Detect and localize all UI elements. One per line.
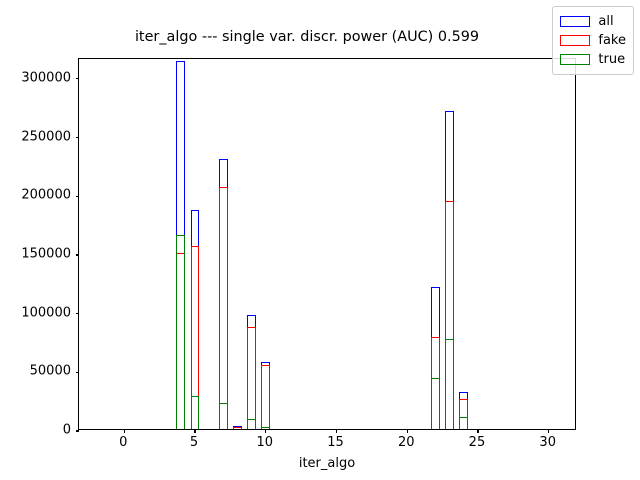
bar-fake-24: [459, 399, 469, 429]
chart-title-text: iter_algo --- single var. discr. power (…: [134, 29, 480, 45]
y-tick-mark: [75, 137, 79, 139]
y-tick-mark: [75, 78, 79, 80]
bar-true-4: [176, 235, 186, 429]
legend-label-true: true: [598, 52, 626, 67]
bar-true-5: [190, 395, 200, 429]
y-tick-label: 200000: [21, 187, 71, 203]
y-tick-mark: [75, 371, 79, 373]
x-tick-label: 30: [539, 435, 556, 450]
x-tick-label: 15: [327, 435, 344, 450]
bar-fake-8: [233, 426, 242, 429]
y-tick-mark: [75, 313, 79, 315]
bar-fake-9: [247, 326, 256, 429]
bar-fake-10: [261, 365, 271, 429]
legend-label-all: all: [598, 14, 614, 29]
bar-true-9: [247, 419, 256, 429]
x-tick-mark: [335, 429, 338, 433]
plot-axes: [75, 58, 576, 433]
x-tick-mark: [123, 429, 125, 433]
y-tick-label: 0: [62, 422, 71, 438]
bar-fake-23: [445, 200, 455, 429]
legend-swatch-true-icon: [560, 54, 591, 65]
x-tick-mark: [477, 429, 479, 433]
y-tick-mark: [75, 254, 79, 256]
x-tick-label: 5: [189, 435, 199, 450]
y-tick-label: 300000: [21, 70, 71, 86]
x-tick-label: 0: [119, 435, 128, 450]
x-tick-mark: [548, 429, 550, 433]
x-tick-label: 20: [397, 435, 415, 450]
legend-label-fake: fake: [598, 33, 626, 48]
bar-true-24: [459, 416, 469, 429]
y-tick-label: 50000: [29, 363, 71, 379]
y-tick-label: 250000: [21, 129, 71, 145]
bar-true-7: [218, 402, 228, 429]
chart-title: iter_algo --- single var. discr. power (…: [0, 29, 640, 45]
x-tick-label: 10: [256, 435, 274, 450]
y-tick-mark: [75, 195, 79, 197]
legend-swatch-all-icon: [560, 16, 591, 27]
legend-item-all: all: [560, 12, 626, 31]
x-tick-mark: [406, 429, 408, 433]
chart-legend: all fake true: [552, 6, 634, 75]
x-tick-mark: [265, 429, 267, 433]
y-tick-label: 100000: [21, 305, 71, 321]
bar-true-10: [261, 427, 271, 429]
bar-true-22: [431, 378, 440, 429]
bar-true-23: [445, 339, 455, 429]
y-tick-label: 150000: [21, 246, 71, 262]
x-axis-label: iter_algo: [298, 456, 356, 471]
bar-fake-7: [218, 186, 228, 429]
legend-item-fake: fake: [560, 31, 626, 50]
legend-item-true: true: [560, 50, 626, 69]
x-tick-label: 25: [468, 435, 486, 450]
y-tick-mark: [75, 430, 79, 432]
bar-fake-5: [190, 245, 200, 429]
legend-swatch-fake-icon: [560, 35, 591, 46]
x-tick-mark: [194, 429, 196, 433]
plot-area: [79, 59, 575, 429]
